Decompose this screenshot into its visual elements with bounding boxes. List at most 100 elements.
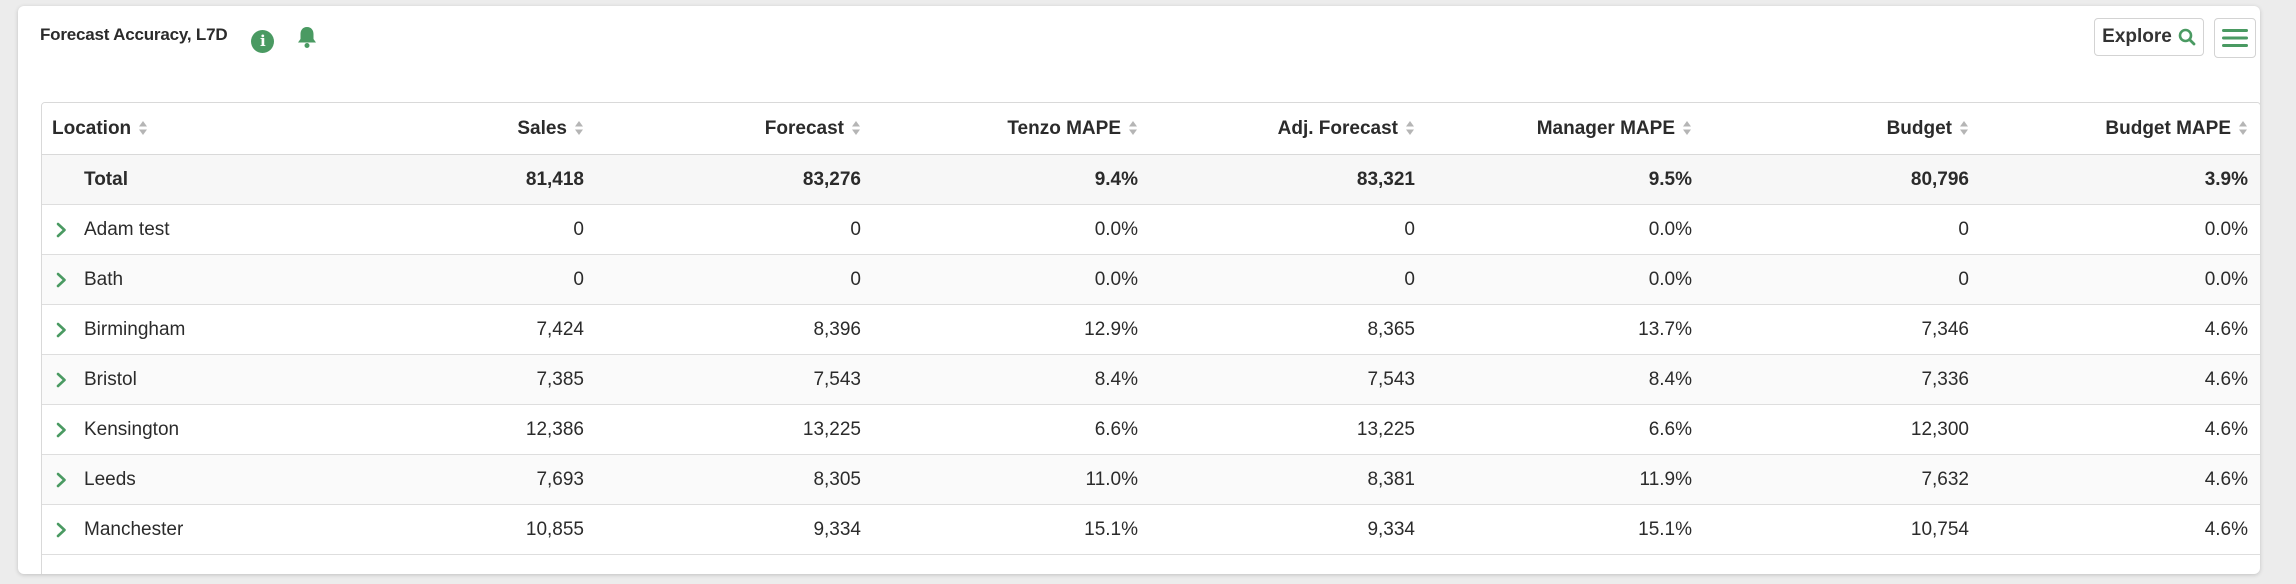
value-cell: 0 <box>1150 204 1427 255</box>
value-cell: 9.5% <box>1427 154 1704 205</box>
value-cell: 0.0% <box>1427 204 1704 255</box>
value-cell: 6.6% <box>1427 404 1704 455</box>
table-row[interactable]: Adam test 0 0 0.0% 0 0.0% 0 0.0% <box>42 204 2260 255</box>
value-cell: 15.1% <box>873 504 1150 555</box>
value-cell: 0 <box>596 254 873 305</box>
location-label: Manchester <box>84 518 184 540</box>
column-header-label: Adj. Forecast <box>1277 117 1398 139</box>
location-label: Total <box>84 168 128 190</box>
column-header-label: Sales <box>517 117 567 139</box>
table-row[interactable]: Birmingham 7,424 8,396 12.9% 8,365 13.7% 7,346… <box>42 304 2260 355</box>
value-cell: 0 <box>1704 204 1981 255</box>
chevron-right-icon <box>56 522 66 537</box>
value-cell: 4.6% <box>1981 454 2260 505</box>
sort-icon[interactable] <box>1405 120 1415 136</box>
expand-row-button[interactable] <box>46 522 76 538</box>
expand-row-button[interactable] <box>46 372 76 388</box>
value-cell: 11.9% <box>1427 454 1704 505</box>
explore-label: Explore <box>2102 26 2172 47</box>
sort-icon[interactable] <box>1682 120 1692 136</box>
info-icon[interactable]: i <box>251 29 275 53</box>
value-cell: 0 <box>314 254 596 305</box>
location-label: Kensington <box>84 418 180 440</box>
column-header-adj-forecast[interactable]: Adj. Forecast <box>1150 103 1427 155</box>
value-cell: 4.6% <box>1981 504 2260 555</box>
column-header-tenzo-mape[interactable]: Tenzo MAPE <box>873 103 1150 155</box>
value-cell: 8,381 <box>1150 454 1427 505</box>
chevron-right-icon <box>56 322 66 337</box>
expand-row-button[interactable] <box>46 422 76 438</box>
chevron-right-icon <box>56 472 66 487</box>
location-label: Birmingham <box>84 318 186 340</box>
table-row[interactable]: Bristol 7,385 7,543 8.4% 7,543 8.4% 7,336 4.6% <box>42 354 2260 405</box>
value-cell: 15.1% <box>1427 504 1704 555</box>
column-header-label: Forecast <box>764 117 844 139</box>
value-cell: 0.0% <box>1427 254 1704 305</box>
column-header-label: Manager MAPE <box>1536 117 1675 139</box>
location-label: Adam test <box>84 218 170 240</box>
location-cell: Leeds <box>42 454 314 505</box>
value-cell: 7,346 <box>1704 304 1981 355</box>
sort-icon[interactable] <box>851 120 861 136</box>
sort-icon[interactable] <box>1128 120 1138 136</box>
value-cell: 0 <box>314 204 596 255</box>
chevron-right-icon <box>56 272 66 287</box>
value-cell: 4.6% <box>1981 354 2260 405</box>
value-cell: 13,225 <box>1150 404 1427 455</box>
value-cell: 8.4% <box>1427 354 1704 405</box>
value-cell: 83,321 <box>1150 154 1427 205</box>
value-cell: 7,385 <box>314 354 596 405</box>
value-cell: 7,336 <box>1704 354 1981 405</box>
table-row[interactable]: Kensington 12,386 13,225 6.6% 13,225 6.6% 12,3… <box>42 404 2260 455</box>
value-cell: 9,334 <box>596 504 873 555</box>
value-cell: 12.9% <box>873 304 1150 355</box>
value-cell: 0.0% <box>873 204 1150 255</box>
expand-row-button[interactable] <box>46 472 76 488</box>
table-row[interactable]: Leeds 7,693 8,305 11.0% 8,381 11.9% 7,632 4.6% <box>42 454 2260 505</box>
value-cell: 0 <box>596 204 873 255</box>
value-cell: 7,424 <box>314 304 596 355</box>
value-cell: 6.6% <box>873 404 1150 455</box>
forecast-table: Location Sales Forecast Tenzo MAPE Adj. Fore… <box>42 103 2260 555</box>
sort-icon[interactable] <box>138 120 148 136</box>
chevron-right-icon <box>56 222 66 237</box>
sort-icon[interactable] <box>1959 120 1969 136</box>
expand-row-button[interactable] <box>46 222 76 238</box>
value-cell: 8,305 <box>596 454 873 505</box>
column-header-budget-mape[interactable]: Budget MAPE <box>1981 103 2260 155</box>
card-title: Forecast Accuracy, L7D <box>40 25 228 44</box>
chevron-right-icon <box>56 372 66 387</box>
column-header-forecast[interactable]: Forecast <box>596 103 873 155</box>
value-cell: 7,693 <box>314 454 596 505</box>
value-cell: 3.9% <box>1981 154 2260 205</box>
value-cell: 81,418 <box>314 154 596 205</box>
value-cell: 0 <box>1150 254 1427 305</box>
value-cell: 7,543 <box>1150 354 1427 405</box>
location-cell: Kensington <box>42 404 314 455</box>
value-cell: 9,334 <box>1150 504 1427 555</box>
sort-icon[interactable] <box>574 120 584 136</box>
bell-icon[interactable] <box>296 25 318 49</box>
table-row[interactable]: Manchester 10,855 9,334 15.1% 9,334 15.1% 10,7… <box>42 504 2260 555</box>
column-header-sales[interactable]: Sales <box>314 103 596 155</box>
value-cell: 10,754 <box>1704 504 1981 555</box>
explore-button[interactable]: Explore <box>2094 18 2204 56</box>
location-label: Leeds <box>84 468 136 490</box>
expand-row-button[interactable] <box>46 322 76 338</box>
column-header-label: Tenzo MAPE <box>1007 117 1121 139</box>
menu-button[interactable] <box>2214 18 2256 58</box>
table-header-row: Location Sales Forecast Tenzo MAPE Adj. Fore… <box>42 103 2260 155</box>
value-cell: 7,632 <box>1704 454 1981 505</box>
column-header-label: Budget <box>1886 117 1952 139</box>
column-header-manager-mape[interactable]: Manager MAPE <box>1427 103 1704 155</box>
column-header-budget[interactable]: Budget <box>1704 103 1981 155</box>
column-header-label: Location <box>52 117 132 139</box>
forecast-table-container: Location Sales Forecast Tenzo MAPE Adj. Fore… <box>41 102 2260 574</box>
total-row: Total 81,418 83,276 9.4% 83,321 9.5% 80,796 3.9… <box>42 154 2260 205</box>
table-row[interactable]: Bath 0 0 0.0% 0 0.0% 0 0.0% <box>42 254 2260 305</box>
value-cell: 13.7% <box>1427 304 1704 355</box>
location-cell: Bristol <box>42 354 314 405</box>
column-header-location[interactable]: Location <box>42 103 314 155</box>
expand-row-button[interactable] <box>46 272 76 288</box>
sort-icon[interactable] <box>2238 120 2248 136</box>
